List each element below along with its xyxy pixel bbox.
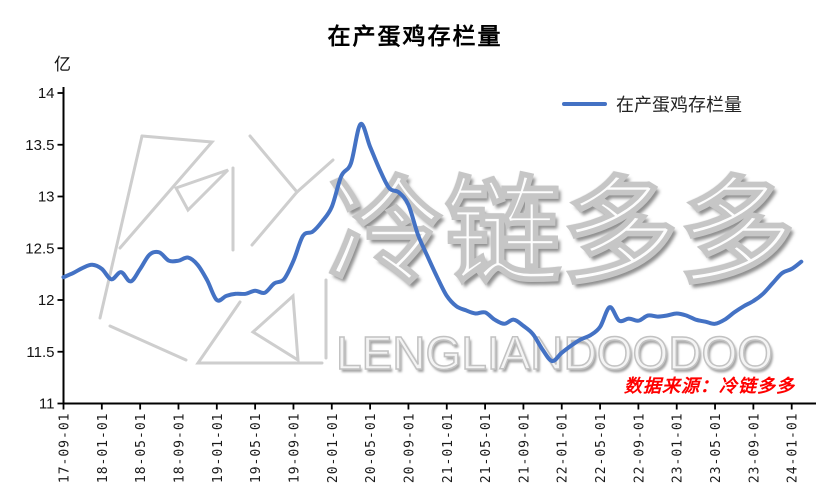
x-tick-label: 20-05-01 bbox=[364, 413, 379, 484]
data-source-note: 数据来源：冷链多多 bbox=[624, 376, 795, 397]
axis-lines bbox=[62, 87, 816, 405]
y-tick-label: 12 bbox=[38, 292, 55, 309]
x-tick-label: 21-09-01 bbox=[517, 413, 532, 484]
x-tick-label: 18-01-01 bbox=[96, 413, 111, 484]
y-axis-unit-label: 亿 bbox=[54, 55, 71, 75]
x-tick-label: 22-05-01 bbox=[594, 413, 609, 484]
y-tick-label: 11 bbox=[39, 396, 55, 413]
x-tick-label: 21-01-01 bbox=[441, 413, 456, 484]
legend-line-swatch bbox=[562, 102, 607, 106]
x-tick-label: 22-09-01 bbox=[632, 413, 647, 484]
x-tick-label: 20-01-01 bbox=[326, 413, 341, 484]
y-tick-label: 11.5 bbox=[26, 344, 54, 361]
legend: 在产蛋鸡存栏量 bbox=[562, 93, 742, 116]
chart-title: 在产蛋鸡存栏量 bbox=[327, 23, 503, 50]
inventory-line bbox=[61, 121, 804, 364]
y-tick-label: 12.5 bbox=[25, 240, 54, 257]
x-tick-label: 23-05-01 bbox=[709, 413, 724, 484]
legend-label: 在产蛋鸡存栏量 bbox=[616, 95, 742, 116]
x-tick-label: 19-09-01 bbox=[287, 413, 302, 484]
y-tick-label: 13 bbox=[38, 189, 55, 206]
x-tick-label: 18-05-01 bbox=[134, 413, 149, 484]
x-tick-label: 21-05-01 bbox=[479, 413, 494, 484]
x-tick-label: 20-09-01 bbox=[402, 413, 417, 484]
x-tick-label: 24-01-01 bbox=[786, 413, 801, 484]
x-tick-label: 18-09-01 bbox=[172, 413, 187, 484]
x-tick-label: 22-01-01 bbox=[556, 413, 571, 484]
x-tick-label: 19-01-01 bbox=[211, 413, 226, 484]
y-tick-label: 14 bbox=[38, 85, 55, 102]
x-tick-label: 23-01-01 bbox=[671, 413, 686, 484]
x-tick-label: 19-05-01 bbox=[249, 413, 264, 484]
y-tick-label: 13.5 bbox=[25, 137, 54, 154]
x-tick-label: 23-09-01 bbox=[747, 413, 762, 484]
x-tick-label: 17-09-01 bbox=[58, 413, 73, 484]
